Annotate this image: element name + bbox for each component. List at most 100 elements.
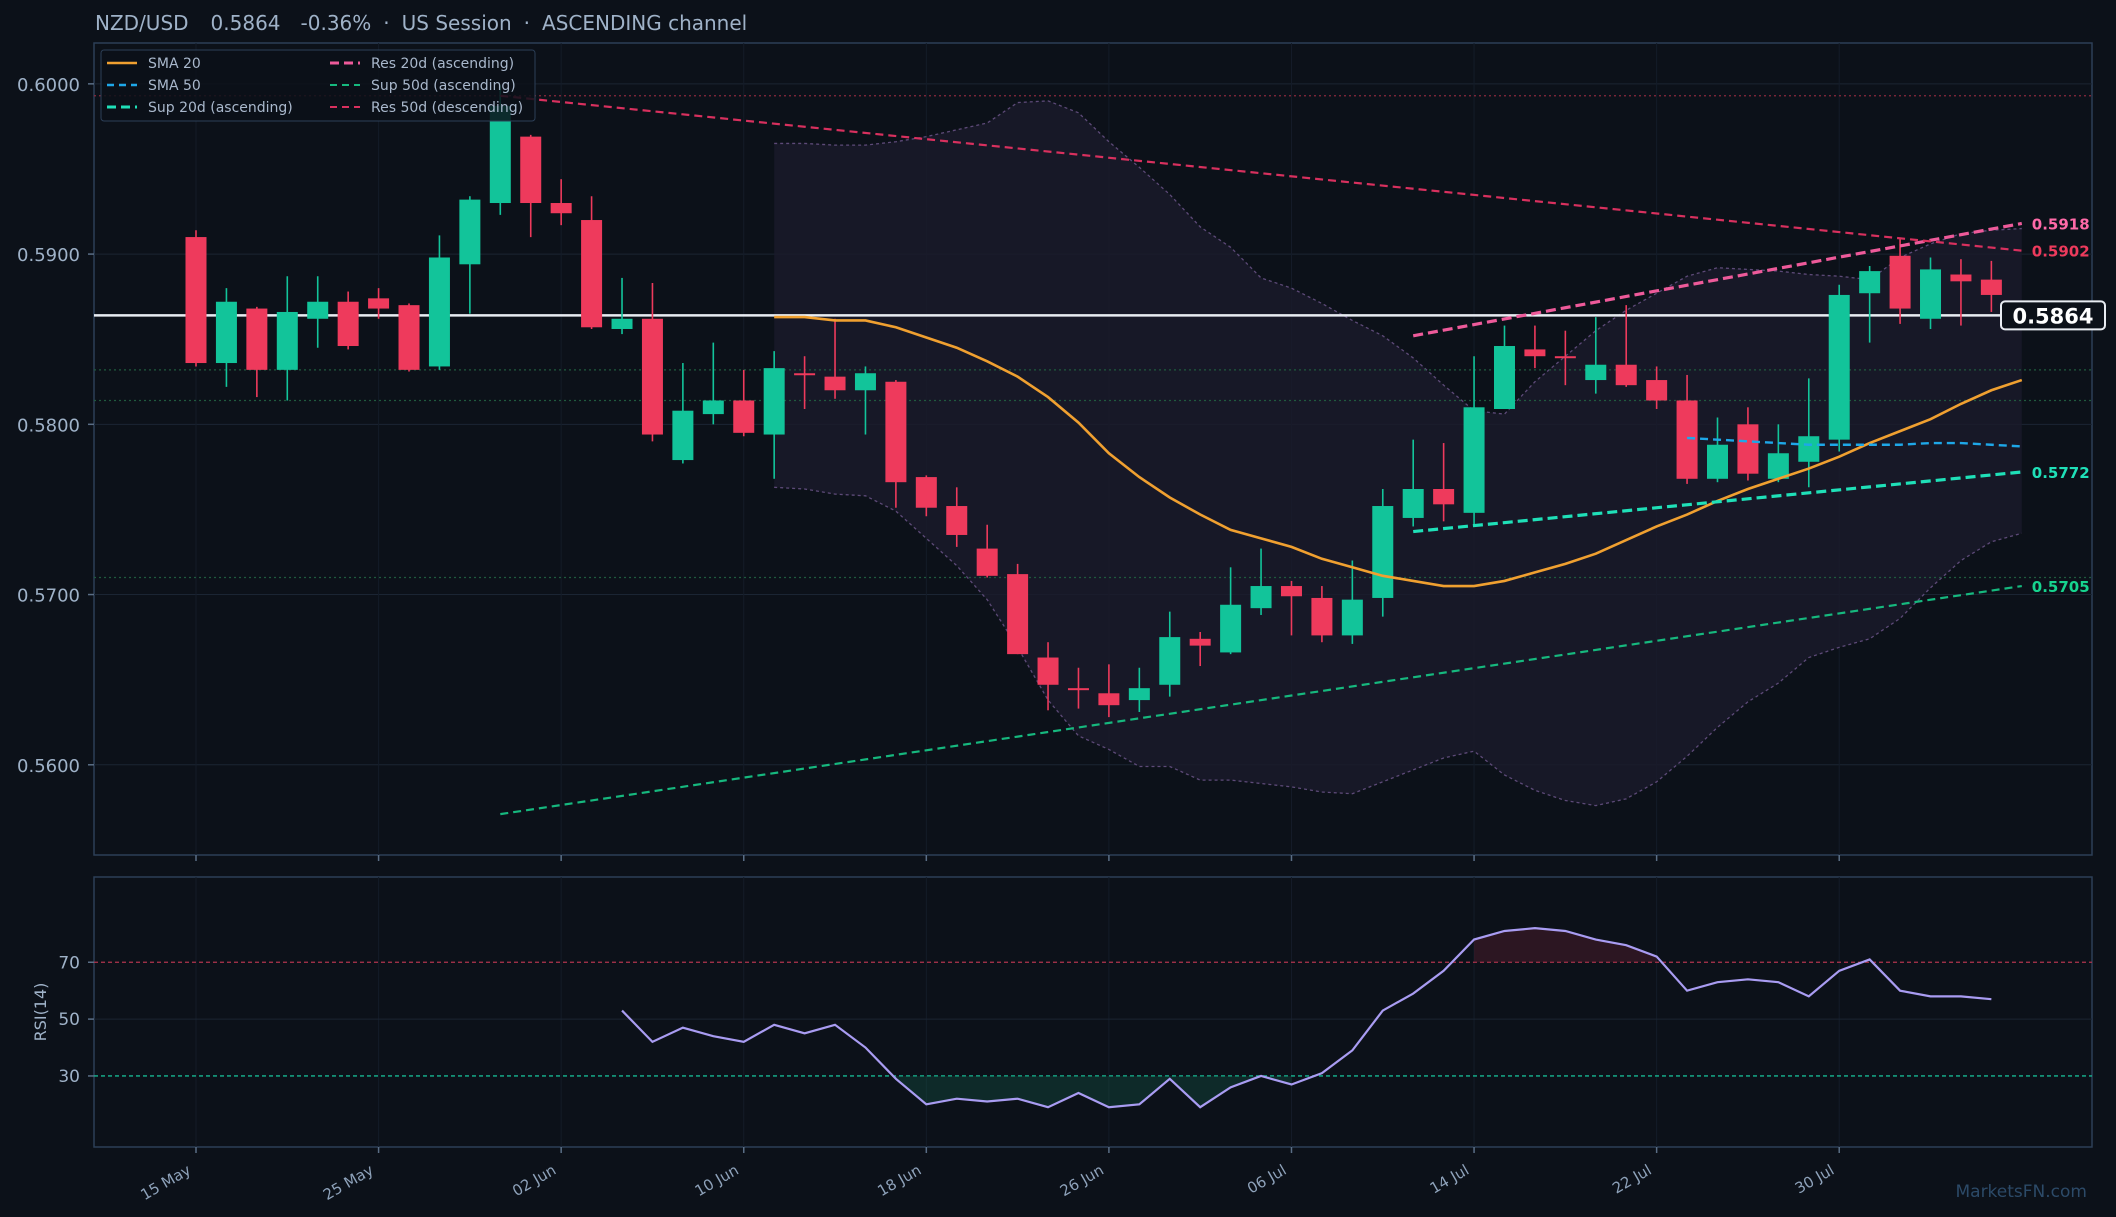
candle-body-bear (1311, 597, 1333, 636)
legend-label-sma50: SMA 50 (148, 78, 201, 94)
candle-body-bear (1554, 356, 1576, 359)
header-symbol: NZD/USD (95, 11, 189, 35)
legend-box (100, 49, 536, 122)
candle-body-bull (1920, 269, 1942, 319)
candle-body-bull (763, 368, 785, 435)
candle-body-bear (1646, 380, 1668, 401)
candle-body-bear (1737, 424, 1759, 474)
candle-body-bull (1585, 364, 1607, 381)
candle-body-bull (1159, 637, 1181, 685)
rsi-overbought-fill (1474, 928, 1657, 963)
candle-body-bear (915, 477, 937, 508)
candle-body-bull (702, 400, 724, 415)
candle-body-bear (1037, 657, 1059, 685)
bollinger-bands (774, 100, 2022, 807)
candle-body-bear (1433, 489, 1455, 505)
candle-body-bull (276, 311, 298, 370)
candle-body-bull (459, 199, 481, 265)
line-end-labels: 0.5772 0.5918 0.5705 0.5902 (2032, 215, 2090, 596)
candle-body-bear (1524, 349, 1546, 357)
candle-body-bear (824, 376, 846, 391)
candle-body-bull (215, 301, 237, 364)
sup50-label: 0.5705 (2032, 578, 2090, 596)
rsi-panel (93, 876, 2093, 1148)
candle-body-bull (489, 105, 511, 204)
price-levels (94, 95, 2092, 579)
sma50-line (1687, 436, 2022, 448)
candle-body-bear (733, 400, 755, 433)
candle-body-bull (1402, 489, 1424, 518)
res20-label: 0.5918 (2032, 215, 2090, 233)
rsi-axis-label: RSI(14) (31, 983, 50, 1042)
watermark: MarketsFN.com (1955, 1182, 2087, 1202)
bollinger-upper (774, 100, 2022, 415)
sup50-line (500, 584, 2022, 816)
candle-body-bear (641, 318, 663, 435)
bollinger-fill (774, 100, 2022, 806)
price-tick-label: 0.5700 (17, 586, 80, 607)
candle-body-bull (1220, 604, 1242, 653)
candle-body-bull (1767, 453, 1789, 479)
candle-body-bear (946, 506, 968, 535)
indicator-lines (500, 94, 2023, 816)
candle-body-bull (1372, 506, 1394, 598)
candle-body-bear (1950, 274, 1972, 282)
candle-body-bear (520, 136, 542, 204)
candle-body-bull (672, 410, 694, 461)
candle-body-bear (794, 373, 816, 376)
header-title: NZD/USD 0.5864 -0.36% · US Session · ASCENDING… (95, 11, 747, 35)
price-tick-label: 0.5900 (17, 245, 80, 266)
sma20-line (774, 315, 2023, 588)
sup20-line (1413, 470, 2022, 534)
legend-label-sup20: Sup 20d (ascending) (148, 100, 293, 116)
candle-body-bull (1128, 688, 1150, 701)
candle-body-bear (581, 220, 603, 328)
candle-body-bear (368, 298, 390, 309)
candle-body-bear (1007, 574, 1029, 655)
candle-body-bull (1463, 407, 1485, 513)
price-axis: 0.5600 0.5700 0.5800 0.5900 0.6000 (17, 75, 94, 777)
candle-body-bear (885, 381, 907, 483)
candle-body-bear (1615, 364, 1637, 386)
rsi-axis: 30 50 70 (58, 953, 94, 1087)
last-price-box (2000, 300, 2106, 331)
rsi-line (621, 927, 1992, 1109)
rsi-grid (94, 877, 2092, 1147)
header-channel: ASCENDING channel (542, 11, 747, 35)
candle-body-bull (1707, 444, 1728, 479)
candle-body-bull (854, 373, 876, 391)
candle-body-bear (1889, 255, 1911, 309)
candle-body-bear (1980, 279, 2002, 295)
candle-body-bear (550, 203, 572, 214)
rsi-tick-label: 70 (58, 953, 80, 973)
candle-body-bear (976, 548, 998, 576)
bollinger-lower (774, 486, 2022, 807)
header-sep-2: · (524, 11, 530, 35)
candle-body-bull (1250, 586, 1272, 609)
candle-body-bull (1341, 599, 1363, 636)
last-price-label: 0.5864 (2012, 304, 2093, 328)
legend-label-res20: Res 20d (ascending) (371, 56, 514, 72)
header-change: -0.36% (301, 11, 372, 35)
legend-label-sma20: SMA 20 (148, 56, 201, 72)
candle-body-bear (1280, 586, 1302, 597)
candle-body-bear (185, 237, 207, 364)
res50-desc-line (500, 94, 2022, 252)
candle-body-bear (246, 308, 268, 370)
res20-line (1412, 221, 2023, 338)
price-tick-label: 0.5600 (17, 756, 80, 777)
rsi-line-group (621, 927, 1992, 1109)
candle-body-bull (1493, 346, 1515, 409)
rsi-tick-label: 30 (58, 1067, 80, 1087)
candles (185, 85, 2002, 718)
rsi-tick-label: 50 (58, 1010, 80, 1030)
legend-label-res50: Res 50d (descending) (371, 100, 523, 116)
header-session: US Session (402, 11, 512, 35)
candle-body-bull (428, 257, 450, 367)
candle-body-bear (1098, 693, 1120, 706)
candle-body-bull (1798, 436, 1820, 462)
candle-body-bear (1676, 400, 1698, 479)
candle-body-bear (1067, 688, 1089, 691)
